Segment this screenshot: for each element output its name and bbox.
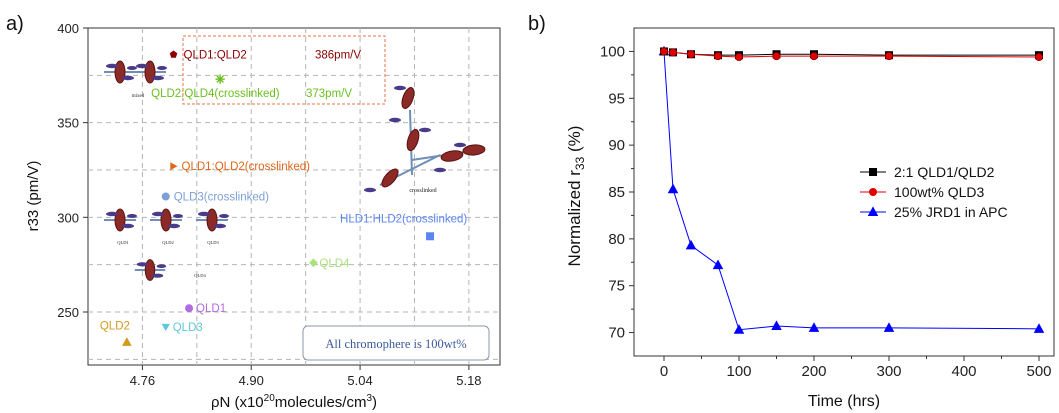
legend-label: 100wt% QLD3 — [894, 184, 984, 200]
legend-label: 25% JRD1 in APC — [894, 204, 1008, 220]
molecule-qld3 — [196, 208, 229, 232]
panel-a-frame — [87, 27, 501, 366]
x-tick-label: 200 — [801, 363, 826, 380]
point-label: QLD1 — [196, 303, 226, 315]
series-point — [660, 47, 669, 56]
x-tick-label: 4.76 — [130, 373, 155, 388]
legend-marker — [869, 167, 878, 176]
data-point — [122, 337, 132, 346]
molecule-qld1 — [104, 208, 137, 232]
series-point — [714, 52, 723, 61]
diagram-label: QLD2 — [162, 240, 174, 245]
molecule-mixed-2 — [134, 60, 167, 84]
data-point — [161, 192, 170, 201]
panel-b-label: b) — [528, 13, 546, 35]
series-point — [667, 183, 679, 194]
x-tick-label: 5.04 — [347, 373, 372, 388]
point-label: QLD3 — [173, 322, 203, 334]
diagram-label: QLD3 — [207, 240, 219, 245]
molecule-mixed-1 — [104, 60, 137, 84]
panel-b-y-title: Normalized r33 (%) — [565, 126, 587, 267]
point-label: QLD2:QLD4(crosslinked) — [151, 88, 280, 100]
molecule-qld2 — [150, 208, 183, 232]
y-tick-label: 250 — [57, 305, 79, 320]
series-point — [885, 52, 894, 61]
data-point — [309, 258, 318, 268]
panel-a-point-labels: QLD1:QLD2 386pm/V QLD2:QLD4(crosslinked) 37… — [100, 50, 468, 335]
diagram-label: QLD1 — [117, 240, 129, 245]
panel-b-frame — [633, 27, 1055, 357]
panel-b-ticks: 0 100 200 300 400 500 70 75 80 85 90 95 100 — [600, 43, 1052, 380]
series-point — [808, 322, 820, 332]
x-tick-label: 300 — [876, 363, 901, 380]
y-tick-label: 95 — [608, 90, 625, 107]
panel-b-series — [658, 45, 1045, 334]
panel-a-molecule-diagrams: mixed QLD1 QLD2 QLD3 QLD4 crosslinked — [104, 60, 486, 281]
x-tick-label: 100 — [726, 363, 751, 380]
y-tick-label: 70 — [608, 325, 625, 342]
series-point — [687, 50, 696, 59]
x-tick-label: 5.18 — [456, 373, 481, 388]
y-tick-label: 90 — [608, 137, 625, 154]
data-point — [170, 162, 178, 171]
annotation-box — [302, 325, 490, 361]
legend-marker — [867, 206, 879, 217]
panel-a-ticks: 4.76 4.90 5.04 5.18 250 300 350 400 — [57, 21, 481, 388]
series-point — [669, 48, 678, 57]
point-label: QLD2 — [100, 320, 130, 332]
y-tick-label: 85 — [608, 184, 625, 201]
x-tick-label: 500 — [1026, 363, 1051, 380]
data-point — [169, 50, 178, 58]
panel-a-points — [122, 50, 435, 346]
series-point — [733, 324, 745, 334]
y-tick-label: 400 — [57, 21, 79, 36]
point-label: QLD4 — [319, 258, 350, 270]
legend-label: 2:1 QLD1/QLD2 — [894, 164, 995, 180]
legend-marker — [869, 187, 878, 196]
x-tick-label: 400 — [951, 363, 976, 380]
series-point — [1033, 323, 1045, 333]
point-label: QLD1:QLD2(crosslinked) — [182, 161, 311, 173]
data-point — [161, 323, 170, 332]
point-label: QLD3(crosslinked) — [174, 192, 269, 204]
series-point — [772, 52, 781, 61]
series-point — [810, 52, 819, 61]
diagram-label: mixed — [132, 94, 145, 99]
series-point — [771, 320, 782, 331]
panel-b-x-title: Time (hrs) — [808, 393, 880, 410]
annotation-text: All chromophere is 100wt% — [325, 337, 466, 351]
series-point — [712, 259, 724, 270]
data-point — [185, 304, 194, 313]
panel-b-plot: 0 100 200 300 400 500 70 75 80 85 90 95 100 2:1 QLD1… — [600, 27, 1055, 380]
highlight-box — [182, 35, 386, 105]
panel-a-x-title: ρN (x1020molecules/cm3) — [211, 393, 377, 411]
y-tick-label: 300 — [57, 210, 79, 225]
y-tick-label: 80 — [608, 231, 625, 248]
panel-a-y-title: r33 (pm/V) — [25, 161, 42, 232]
series-point — [735, 53, 744, 62]
y-tick-label: 75 — [608, 278, 625, 295]
point-label: QLD1:QLD2 — [184, 50, 247, 62]
legend: 2:1 QLD1/QLD2 100wt% QLD3 25% JRD1 in APC — [860, 164, 1008, 220]
point-label: HLD1:HLD2(crosslinked) — [340, 213, 467, 225]
point-value-label: 386pm/V — [315, 50, 361, 62]
point-value-label: 373pm/V — [306, 88, 352, 100]
data-point — [426, 232, 435, 241]
y-tick-label: 100 — [600, 43, 625, 60]
x-tick-label: 0 — [660, 363, 668, 380]
x-tick-label: 4.90 — [239, 373, 264, 388]
molecule-crosslinked — [364, 85, 486, 193]
diagram-label: crosslinked — [409, 188, 436, 194]
y-tick-label: 350 — [57, 116, 79, 131]
data-point — [215, 74, 225, 84]
series-point — [883, 322, 895, 332]
series-point — [685, 239, 697, 250]
diagram-label: QLD4 — [194, 273, 206, 278]
series-point — [1035, 53, 1044, 62]
panel-a-label: a) — [6, 13, 24, 35]
molecule-qld4 — [134, 259, 167, 281]
